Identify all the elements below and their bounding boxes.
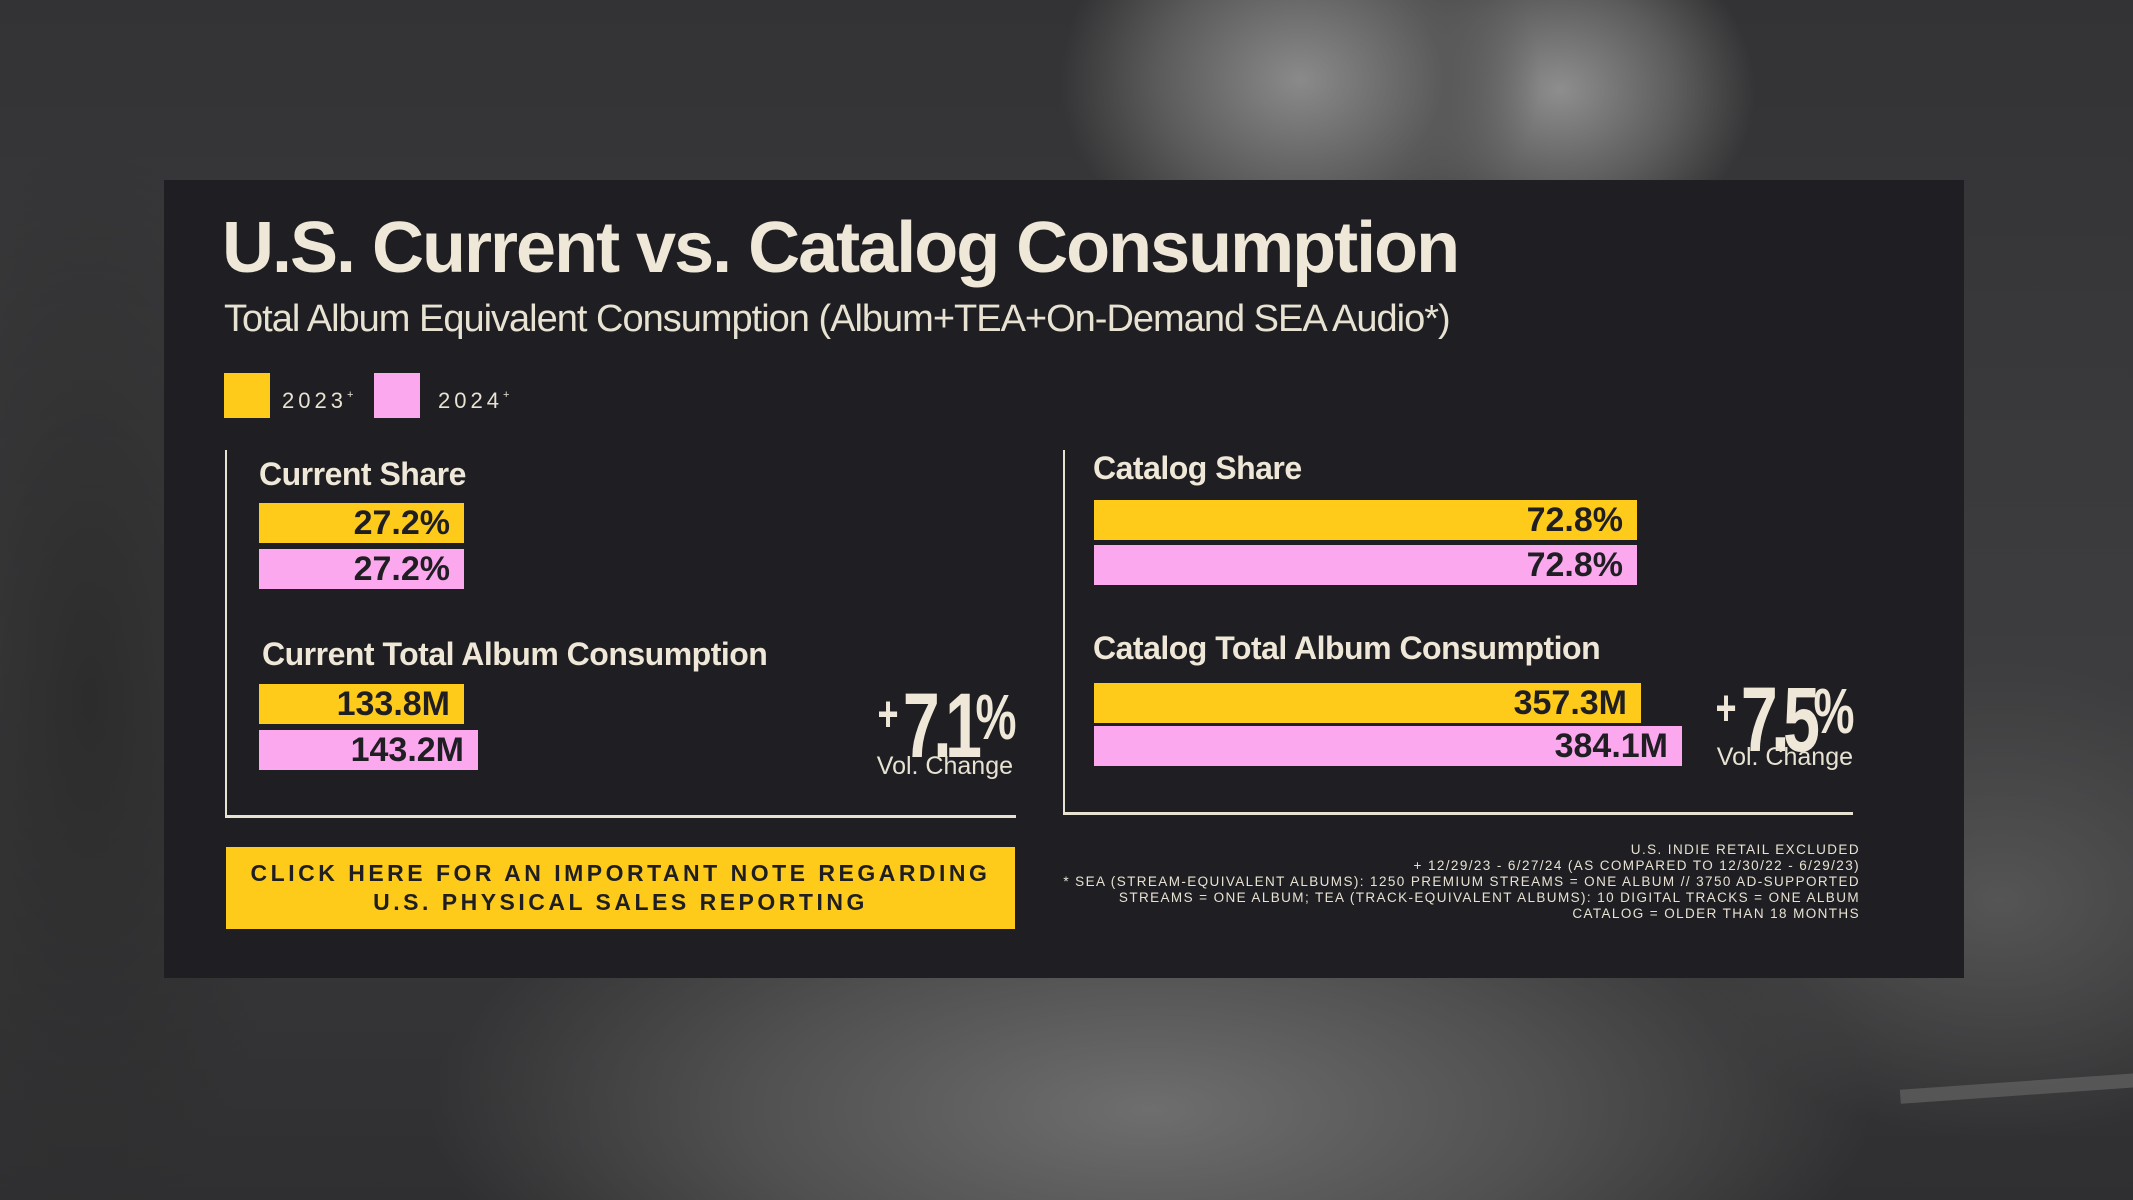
current-vol-change-value: +7.1%	[877, 675, 1016, 777]
legend-swatch-2024	[374, 373, 420, 418]
footnotes: U.S. INDIE RETAIL EXCLUDED + 12/29/23 - …	[1060, 842, 1860, 922]
catalog-share-title: Catalog Share	[1093, 450, 1302, 486]
current-share-bar-2023: 27.2%	[259, 503, 464, 543]
footnote-line: * SEA (STREAM-EQUIVALENT ALBUMS): 1250 P…	[1063, 874, 1860, 889]
current-total-bar-2023: 133.8M	[259, 684, 464, 724]
legend-label-2024: 2024+	[438, 388, 510, 413]
page-title: U.S. Current vs. Catalog Consumption	[222, 208, 1460, 288]
legend-label-2023: 2023+	[282, 388, 354, 413]
physical-sales-note-button[interactable]: CLICK HERE FOR AN IMPORTANT NOTE REGARDI…	[226, 847, 1015, 929]
current-vol-change-label: Vol. Change	[876, 752, 1013, 780]
catalog-total-title: Catalog Total Album Consumption	[1093, 630, 1601, 666]
footnote-line: + 12/29/23 - 6/27/24 (AS COMPARED TO 12/…	[1413, 858, 1860, 873]
footnote-line: STREAMS = ONE ALBUM; TEA (TRACK-EQUIVALE…	[1118, 890, 1860, 905]
catalog-share-bar-2023: 72.8%	[1094, 500, 1637, 540]
catalog-vol-change-label: Vol. Change	[1716, 743, 1853, 771]
right-frame-vertical	[1063, 450, 1065, 815]
catalog-share-bar-2024: 72.8%	[1094, 545, 1637, 585]
current-total-bar-2024: 143.2M	[259, 730, 478, 770]
cta-line-1: CLICK HERE FOR AN IMPORTANT NOTE REGARDI…	[250, 860, 991, 886]
left-frame-bottom	[225, 815, 1016, 818]
catalog-vol-change-value: +7.5%	[1715, 669, 1854, 771]
footnote-line: CATALOG = OLDER THAN 18 MONTHS	[1572, 906, 1860, 921]
left-frame-vertical	[225, 450, 227, 818]
page-subtitle: Total Album Equivalent Consumption (Albu…	[224, 298, 1451, 340]
catalog-total-bar-2024: 384.1M	[1094, 726, 1682, 766]
right-frame-bottom	[1063, 812, 1853, 815]
legend-swatch-2023	[224, 373, 270, 418]
cta-line-2: U.S. PHYSICAL SALES REPORTING	[373, 889, 868, 915]
current-total-title: Current Total Album Consumption	[262, 636, 768, 672]
current-share-bar-2024: 27.2%	[259, 549, 464, 589]
footnote-line: U.S. INDIE RETAIL EXCLUDED	[1630, 842, 1860, 857]
current-share-title: Current Share	[259, 456, 466, 492]
catalog-total-bar-2023: 357.3M	[1094, 683, 1641, 723]
